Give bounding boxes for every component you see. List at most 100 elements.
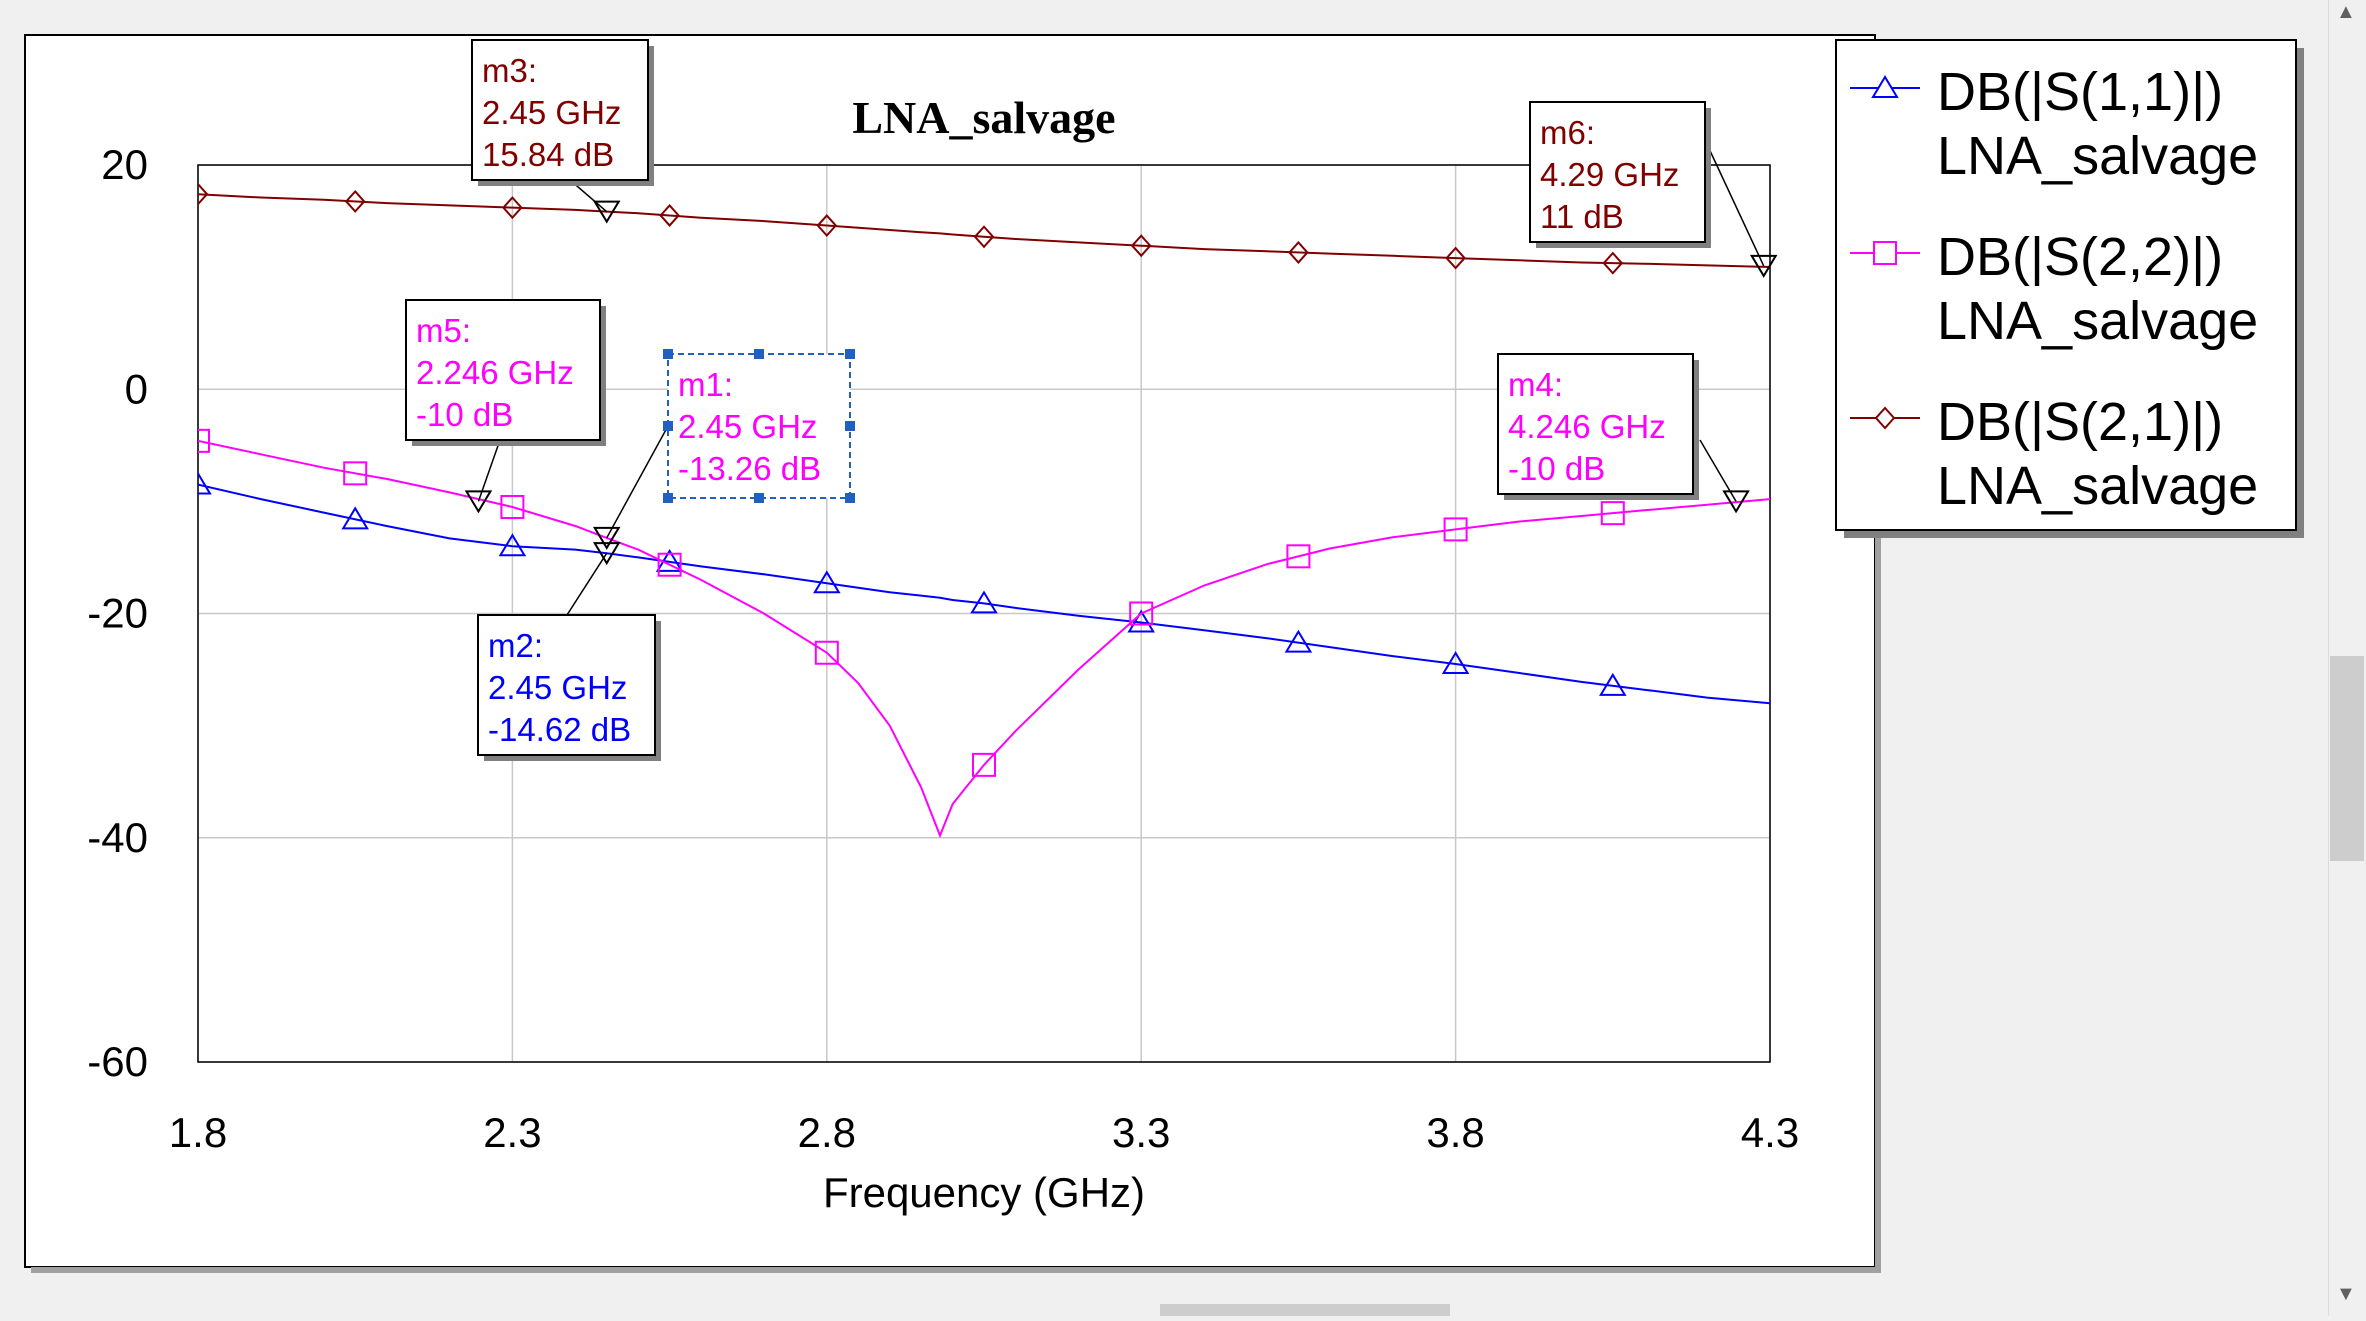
data-point-2 (500, 494, 525, 519)
selection-handle[interactable] (663, 493, 673, 503)
marker-box (477, 614, 656, 756)
legend-swatch-marker (1871, 75, 1899, 98)
y-tick-label: -20 (87, 590, 148, 637)
y-tick-labels: 20 0 -20 -40 -60 (87, 141, 148, 1085)
marker-box (405, 299, 601, 441)
data-point-1 (1284, 629, 1313, 653)
marker-freq: 4.246 GHz (1508, 408, 1666, 445)
marker-leader-line (1704, 139, 1765, 267)
marker-triangle-icon (1722, 490, 1750, 514)
data-point-2 (343, 461, 368, 486)
data-point-3 (659, 203, 680, 227)
data-point-1 (970, 590, 998, 614)
data-point-3 (1602, 251, 1624, 275)
marker-label: m6: (1540, 114, 1595, 151)
data-point-3 (816, 214, 838, 238)
marker-value: 11 dB (1540, 198, 1624, 235)
legend: DB(|S(1,1)|)LNA_salvageDB(|S(2,2)|)LNA_s… (1835, 39, 2304, 538)
marker-box (1529, 101, 1706, 243)
marker-triangle-icon (592, 542, 621, 566)
x-tick-label: 1.8 (169, 1109, 227, 1156)
data-point-1 (1599, 672, 1627, 696)
marker-freq: 2.246 GHz (416, 354, 574, 391)
marker-triangle-icon (464, 490, 493, 514)
legend-series-subname: LNA_salvage (1937, 456, 2258, 516)
vertical-scrollbar-thumb[interactable] (2330, 656, 2364, 861)
panel-shadow-right (1875, 41, 1881, 1273)
series-line-1 (198, 483, 1770, 705)
data-point-2 (198, 428, 210, 453)
data-point-1 (198, 471, 212, 495)
data-point-2 (814, 640, 839, 665)
marker-value: -13.26 dB (678, 450, 821, 487)
x-axis-label: Frequency (GHz) (823, 1169, 1145, 1216)
marker-label: m4: (1508, 366, 1563, 403)
marker-6[interactable]: m6: 4.29 GHz 11 dB (1529, 101, 1778, 278)
data-point-2 (1129, 601, 1154, 626)
marker-label: m3: (482, 52, 537, 89)
data-point-2 (1600, 501, 1625, 526)
y-tick-label: -40 (87, 814, 148, 861)
data-point-1 (341, 506, 369, 530)
marker-box (1497, 353, 1694, 495)
marker-5[interactable]: m5: 2.246 GHz -10 dB (405, 299, 606, 514)
marker-label: m1: (678, 366, 733, 403)
legend-series-subname: LNA_salvage (1937, 126, 2258, 186)
selection-handle[interactable] (845, 493, 855, 503)
series-layer (198, 182, 1770, 839)
data-point-3 (198, 182, 209, 206)
marker-triangle-icon (1749, 254, 1778, 278)
marker-freq: 4.29 GHz (1540, 156, 1679, 193)
marker-2[interactable]: m2: 2.45 GHz -14.62 dB (477, 542, 661, 761)
selection-handle[interactable] (845, 421, 855, 431)
x-tick-label: 4.3 (1741, 1109, 1799, 1156)
legend-series-name: DB(|S(2,1)|) (1937, 392, 2223, 452)
scroll-up-arrow-icon[interactable]: ▲ (2336, 1, 2356, 23)
marker-leader-line (566, 552, 608, 616)
marker-4[interactable]: m4: 4.246 GHz -10 dB (1497, 353, 1750, 514)
data-point-2 (1286, 544, 1311, 569)
data-point-3 (344, 189, 366, 213)
y-tick-label: 0 (125, 365, 148, 412)
selection-handle[interactable] (663, 349, 673, 359)
marker-box (667, 353, 851, 499)
selection-handle[interactable] (663, 421, 673, 431)
data-point-2 (1443, 517, 1468, 542)
marker-value: -14.62 dB (488, 711, 631, 748)
data-point-3 (973, 225, 995, 249)
data-point-2 (972, 752, 996, 777)
data-point-1 (813, 570, 841, 594)
legend-entry-3[interactable]: DB(|S(2,1)|)LNA_salvage (1850, 392, 2258, 516)
data-point-3 (502, 196, 523, 220)
selection-handle[interactable] (845, 349, 855, 359)
scroll-down-arrow-icon[interactable]: ▼ (2336, 1283, 2356, 1305)
marker-value: 15.84 dB (482, 136, 614, 173)
x-tick-labels: 1.8 2.3 2.8 3.3 3.8 4.3 (169, 1109, 1799, 1156)
legend-series-name: DB(|S(1,1)|) (1937, 62, 2223, 122)
legend-entry-2[interactable]: DB(|S(2,2)|)LNA_salvage (1850, 227, 2258, 351)
legend-entry-1[interactable]: DB(|S(1,1)|)LNA_salvage (1850, 62, 2258, 186)
marker-freq: 2.45 GHz (482, 94, 621, 131)
selection-handle[interactable] (754, 349, 764, 359)
marker-value: -10 dB (416, 396, 513, 433)
data-point-3 (1130, 234, 1152, 258)
series-line-2 (198, 439, 1770, 839)
marker-3[interactable]: m3: 2.45 GHz 15.84 dB (471, 39, 654, 224)
data-point-3 (1288, 240, 1309, 264)
data-point-1 (1127, 609, 1155, 633)
marker-1[interactable]: m1: 2.45 GHz -13.26 dB (592, 349, 855, 550)
marker-value: -10 dB (1508, 450, 1605, 487)
series-line-3 (198, 193, 1770, 268)
selection-handle[interactable] (754, 493, 764, 503)
legend-swatch-marker (1874, 406, 1896, 430)
data-point-2 (657, 552, 682, 577)
x-tick-label: 2.8 (798, 1109, 856, 1156)
horizontal-scrollbar-thumb[interactable] (1160, 1304, 1450, 1316)
marker-triangle-icon (592, 200, 621, 224)
marker-layer: m1: 2.45 GHz -13.26 dB m2: 2.45 GHz -14.62 dB… (405, 39, 1778, 761)
x-tick-label: 3.3 (1112, 1109, 1170, 1156)
marker-label: m5: (416, 312, 471, 349)
marker-freq: 2.45 GHz (488, 669, 627, 706)
